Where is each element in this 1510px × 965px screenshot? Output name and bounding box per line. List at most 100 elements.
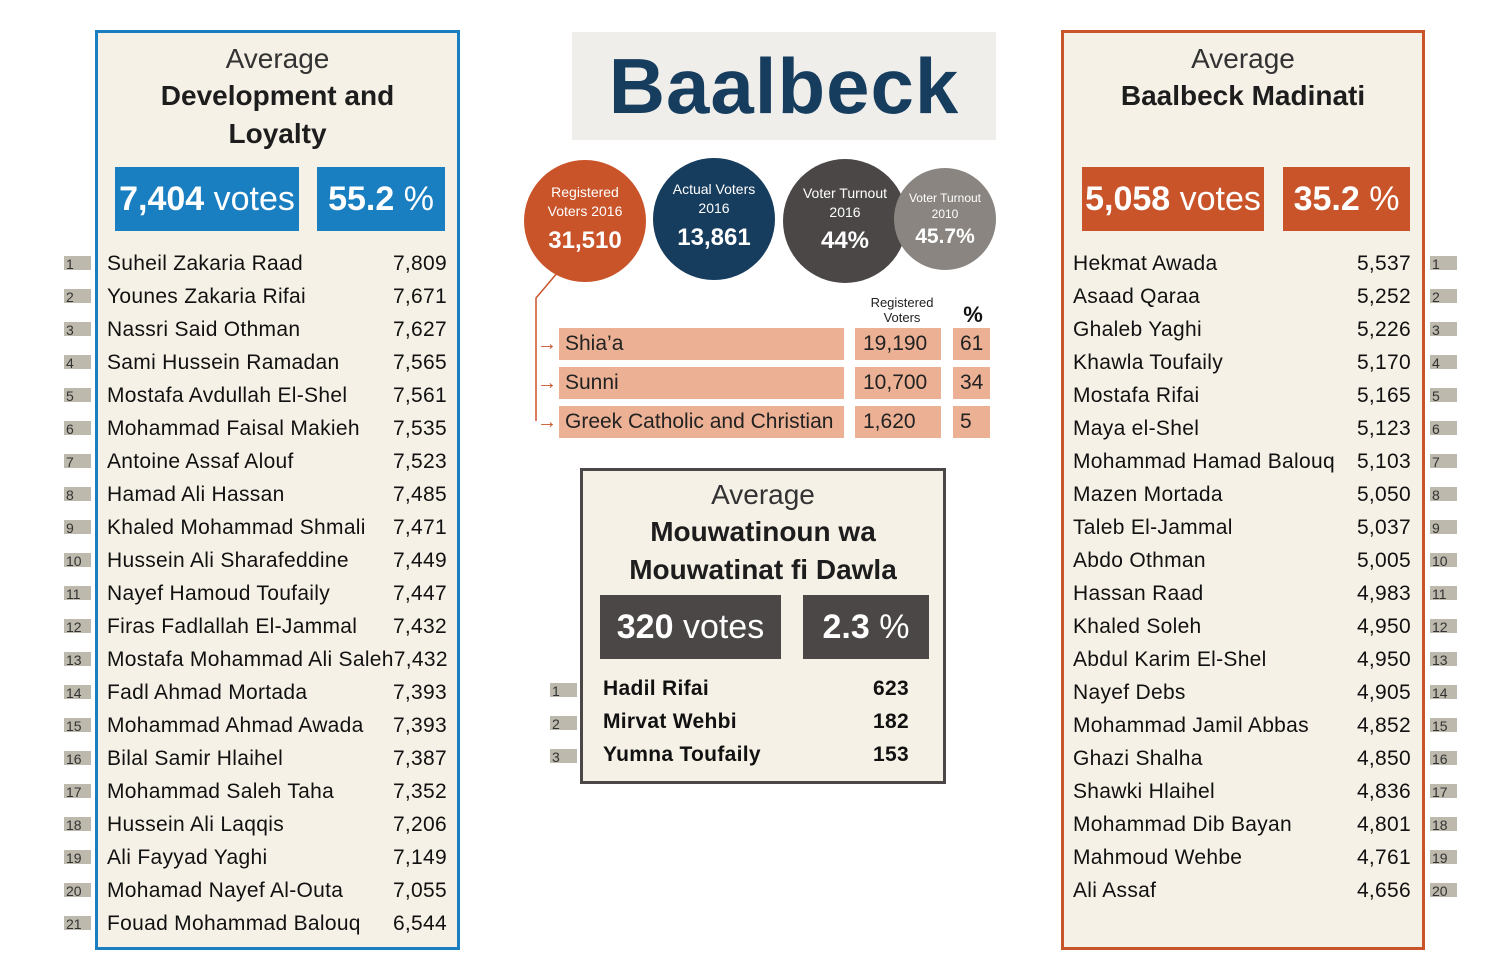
candidate-row: Ghazi Shalha 4,850 — [1073, 742, 1411, 775]
candidate-row: Mohammad Saleh Taha 7,352 — [107, 775, 447, 808]
rank-number: 12 — [64, 619, 91, 635]
candidate-votes: 5,226 — [1356, 317, 1411, 341]
rank-number: 19 — [64, 850, 91, 866]
candidate-name: Mostafa Rifai — [1073, 383, 1200, 407]
turnout-2016-label-line1: Voter Turnout — [802, 185, 888, 201]
rank-number: 7 — [1430, 454, 1457, 470]
turnout-2010-value: 45.7% — [915, 225, 975, 248]
panel-average-label: Average — [711, 479, 815, 510]
percent-number: 2.3 — [822, 607, 870, 646]
candidate-votes: 182 — [873, 709, 909, 733]
rank-number: 20 — [1430, 883, 1457, 899]
rank-number: 11 — [64, 586, 91, 602]
candidate-votes: 7,055 — [392, 878, 447, 902]
candidate-votes: 5,050 — [1356, 482, 1411, 506]
rank-number: 5 — [1430, 388, 1457, 404]
votes-word: votes — [1179, 179, 1261, 218]
candidate-votes: 7,447 — [392, 581, 447, 605]
candidate-votes: 5,170 — [1356, 350, 1411, 374]
rank-number: 12 — [1430, 619, 1457, 635]
candidate-votes: 5,005 — [1356, 548, 1411, 572]
votes-word: votes — [682, 607, 765, 646]
votes-number: 7,404 — [119, 179, 205, 218]
percent-sign: % — [403, 179, 434, 218]
percent-badge: 55.2 % — [317, 167, 445, 231]
candidate-votes: 4,836 — [1356, 779, 1411, 803]
rank-number: 2 — [1430, 289, 1457, 305]
candidate-votes: 4,950 — [1356, 614, 1411, 638]
candidate-row: Hussein Ali Laqqis 7,206 — [107, 808, 447, 841]
candidate-votes: 4,850 — [1356, 746, 1411, 770]
candidate-name: Maya el-Shel — [1073, 416, 1200, 440]
candidate-row: Mirvat Wehbi 182 — [603, 705, 909, 738]
rank-number: 14 — [1430, 685, 1457, 701]
candidate-name: Suheil Zakaria Raad — [107, 251, 303, 275]
candidate-name: Hussein Ali Laqqis — [107, 812, 284, 836]
list-name-line2: Loyalty — [228, 118, 327, 149]
candidate-votes: 6,544 — [392, 911, 447, 935]
rank-number: 6 — [64, 421, 91, 437]
rank-number: 10 — [1430, 553, 1457, 569]
candidate-name: Mohamad Nayef Al-Outa — [107, 878, 344, 902]
candidate-row: Ali Fayyad Yaghi 7,149 — [107, 841, 447, 874]
candidate-name: Mahmoud Wehbe — [1073, 845, 1243, 869]
votes-number: 320 — [616, 607, 674, 646]
candidate-row: Ghaleb Yaghi 5,226 — [1073, 313, 1411, 346]
rank-number: 8 — [1430, 487, 1457, 503]
turnout-2010-label-line1: Voter Turnout — [908, 191, 982, 205]
candidate-name: Younes Zakaria Rifai — [107, 284, 306, 308]
candidate-name: Hussein Ali Sharafeddine — [107, 548, 349, 572]
candidate-row: Shawki Hlaihel 4,836 — [1073, 775, 1411, 808]
candidate-name: Ali Assaf — [1073, 878, 1157, 902]
candidate-votes: 4,905 — [1356, 680, 1411, 704]
candidate-name: Khawla Toufaily — [1073, 350, 1224, 374]
candidate-row: Mohamad Nayef Al-Outa 7,055 — [107, 874, 447, 907]
sect-name: Shia’a — [559, 328, 844, 360]
candidate-name: Ghaleb Yaghi — [1073, 317, 1202, 341]
candidate-votes: 7,149 — [392, 845, 447, 869]
turnout-2010-label-line2: 2010 — [931, 207, 959, 221]
title-banner: Baalbeck — [572, 32, 996, 140]
rank-number: 16 — [1430, 751, 1457, 767]
candidate-row: Mostafa Rifai 5,165 — [1073, 379, 1411, 412]
connector-lines — [535, 271, 559, 421]
candidate-row: Nayef Debs 4,905 — [1073, 676, 1411, 709]
rank-number: 8 — [64, 487, 91, 503]
percent-sign: % — [879, 607, 910, 646]
candidate-row: Mazen Mortada 5,050 — [1073, 478, 1411, 511]
sect-voters: 1,620 — [855, 406, 941, 438]
registered-header-line1: Registered — [870, 295, 934, 310]
percent-sign: % — [1369, 179, 1400, 218]
candidate-name: Mohammad Faisal Makieh — [107, 416, 360, 440]
candidate-row: Fouad Mohammad Balouq 6,544 — [107, 907, 447, 940]
candidate-votes: 5,165 — [1356, 383, 1411, 407]
candidate-name: Mazen Mortada — [1073, 482, 1223, 506]
candidate-name: Mostafa Avdullah El-Shel — [107, 383, 348, 407]
panel-average-label: Average — [225, 43, 330, 74]
rank-number: 13 — [64, 652, 91, 668]
candidate-row: Nayef Hamoud Toufaily 7,447 — [107, 577, 447, 610]
candidate-votes: 7,393 — [392, 680, 447, 704]
candidate-votes: 7,809 — [392, 251, 447, 275]
rank-number: 4 — [1430, 355, 1457, 371]
votes-word: votes — [213, 179, 295, 218]
baalbeck-madinati-panel: Average Baalbeck Madinati 5,058 votes 35… — [1061, 30, 1425, 950]
candidate-row: Fadl Ahmad Mortada 7,393 — [107, 676, 447, 709]
candidate-name: Abdul Karim El-Shel — [1073, 647, 1267, 671]
percent-number: 55.2 — [328, 179, 395, 218]
actual-label-line2: 2016 — [698, 200, 730, 216]
turnout-2010-circle: Voter Turnout 2010 45.7% — [894, 168, 996, 270]
candidate-votes: 7,627 — [392, 317, 447, 341]
rank-number: 18 — [64, 817, 91, 833]
candidate-votes: 623 — [873, 676, 909, 700]
candidate-name: Abdo Othman — [1073, 548, 1206, 572]
candidate-votes: 7,206 — [392, 812, 447, 836]
rank-number: 3 — [64, 322, 91, 338]
rank-number: 2 — [64, 289, 91, 305]
candidate-row: Mostafa Mohammad Ali Saleh 7,432 — [107, 643, 448, 676]
candidate-votes: 7,485 — [392, 482, 447, 506]
candidate-row: Mohammad Hamad Balouq 5,103 — [1073, 445, 1411, 478]
rank-number: 1 — [1430, 256, 1457, 272]
candidate-name: Ghazi Shalha — [1073, 746, 1203, 770]
candidate-votes: 7,449 — [392, 548, 447, 572]
